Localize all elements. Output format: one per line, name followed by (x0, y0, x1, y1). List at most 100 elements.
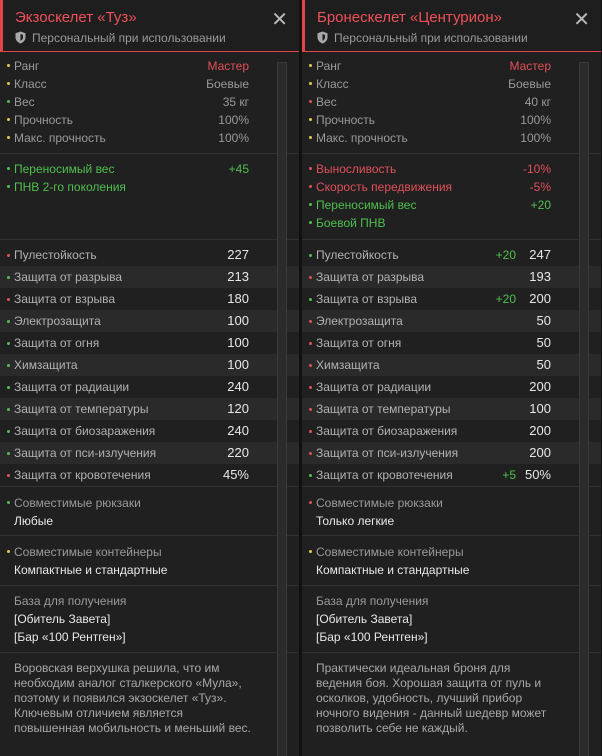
subtitle-text: Персональный при использовании (334, 31, 528, 45)
bullet-dot (7, 136, 10, 139)
info-section: Ранг Мастер Класс Боевые Вес 40 кг Прочность 10… (302, 52, 601, 154)
stat-label: Защита от разрыва (14, 270, 123, 284)
info-label: Макс. прочность (316, 131, 408, 145)
bullet-dot (309, 82, 312, 85)
base-location[interactable]: [Бар «100 Рентген»] (14, 630, 126, 644)
stat-row: Защита от огня 50 (302, 332, 601, 354)
stat-row: Пулестойкость 227 (0, 244, 299, 266)
stat-value: 45% (222, 467, 249, 482)
bullet-dot (7, 100, 10, 103)
card-body[interactable]: Ранг Мастер Класс Боевые Вес 35 кг Прочность 10… (0, 52, 299, 756)
stat-value: 220 (227, 445, 249, 460)
stat-value: 240 (227, 379, 249, 394)
description-section: Практически идеальная броня для ведения … (302, 653, 601, 736)
info-value: 40 кг (524, 95, 551, 109)
bullet-dot (7, 430, 10, 433)
base-label: База для получения (316, 594, 429, 608)
bullet-dot (309, 474, 312, 477)
base-location[interactable]: [Бар «100 Рентген»] (316, 630, 428, 644)
bullet-dot (309, 550, 312, 553)
info-label: Ранг (14, 59, 40, 73)
info-value: Мастер (207, 59, 249, 73)
info-value: 100% (520, 113, 551, 127)
bullet-dot (309, 408, 312, 411)
scrollbar[interactable] (277, 62, 287, 756)
stat-value: 193 (529, 269, 551, 284)
bullet-dot (7, 64, 10, 67)
containers-label: Совместимые контейнеры (14, 545, 162, 559)
item-subtitle: Персональный при использовании (317, 31, 528, 45)
info-value: Боевые (206, 77, 249, 91)
stat-row: Защита от радиации 240 (0, 376, 299, 398)
modifiers-section: Переносимый вес +45 ПНВ 2-го поколения (0, 154, 299, 240)
bullet-dot (309, 298, 312, 301)
stat-label: Защита от кровотечения (316, 468, 453, 482)
item-card-right: Бронескелет «Центурион» ✕ Персональный п… (302, 0, 601, 756)
base-location[interactable]: [Обитель Завета] (316, 612, 413, 626)
stat-value: 50 (536, 335, 551, 350)
info-value: 100% (218, 131, 249, 145)
stat-value: 100 (227, 357, 249, 372)
info-row: Макс. прочность 100% (0, 129, 299, 147)
modifier-label: Боевой ПНВ (316, 216, 386, 230)
stat-label: Защита от огня (14, 336, 100, 350)
backpacks-value: Любые (14, 514, 54, 528)
stat-value: 100 (227, 313, 249, 328)
modifier-value: -10% (522, 162, 551, 176)
stat-value: 200 (529, 379, 551, 394)
modifier-value: +20 (530, 198, 551, 212)
stat-value: 240 (227, 423, 249, 438)
stat-label: Защита от биозаражения (316, 424, 458, 438)
stat-row: Защита от кровотечения +5 50% (302, 464, 601, 486)
stat-row: Защита от огня 100 (0, 332, 299, 354)
containers-section: Совместимые контейнеры Компактные и станд… (0, 536, 299, 586)
bullet-dot (309, 452, 312, 455)
info-label: Класс (316, 77, 349, 91)
scrollbar[interactable] (579, 62, 589, 756)
stat-value: 50% (524, 467, 551, 482)
card-header: Бронескелет «Центурион» ✕ Персональный п… (302, 0, 601, 52)
modifier-row: ПНВ 2-го поколения (0, 178, 299, 196)
bullet-dot (7, 167, 10, 170)
bullet-dot (309, 320, 312, 323)
stat-label: Электрозащита (14, 314, 101, 328)
bullet-dot (7, 342, 10, 345)
containers-label-row: Совместимые контейнеры (302, 543, 601, 561)
info-label: Ранг (316, 59, 342, 73)
stat-label: Химзащита (14, 358, 78, 372)
close-icon[interactable]: ✕ (573, 7, 590, 31)
stat-value: 50 (536, 313, 551, 328)
modifier-row: Выносливость -10% (302, 160, 601, 178)
info-row: Вес 35 кг (0, 93, 299, 111)
info-label: Вес (316, 95, 337, 109)
bullet-dot (7, 452, 10, 455)
modifiers-section: Выносливость -10% Скорость передвижения -5%… (302, 154, 601, 240)
stats-section: Пулестойкость 227 Защита от разрыва 213 Защи… (0, 240, 299, 487)
base-label: База для получения (14, 594, 127, 608)
modifier-label: ПНВ 2-го поколения (14, 180, 126, 194)
card-body[interactable]: Ранг Мастер Класс Боевые Вес 40 кг Прочность 10… (302, 52, 601, 756)
stat-value: 200 (529, 291, 551, 306)
info-row: Прочность 100% (302, 111, 601, 129)
stat-value: 100 (227, 335, 249, 350)
info-label: Вес (14, 95, 35, 109)
modifier-row: Скорость передвижения -5% (302, 178, 601, 196)
stat-label: Защита от кровотечения (14, 468, 151, 482)
modifier-row: Переносимый вес +45 (0, 160, 299, 178)
stat-row: Химзащита 50 (302, 354, 601, 376)
bullet-dot (7, 185, 10, 188)
base-section: База для получения [Обитель Завета] [Бар «… (0, 586, 299, 653)
stat-row: Защита от взрыва +20 200 (302, 288, 601, 310)
stat-row: Защита от температуры 100 (302, 398, 601, 420)
base-location[interactable]: [Обитель Завета] (14, 612, 111, 626)
info-row: Класс Боевые (302, 75, 601, 93)
bullet-dot (309, 118, 312, 121)
modifier-label: Выносливость (316, 162, 397, 176)
backpacks-label: Совместимые рюкзаки (316, 496, 443, 510)
info-label: Макс. прочность (14, 131, 106, 145)
item-subtitle: Персональный при использовании (15, 31, 226, 45)
stat-row: Электрозащита 50 (302, 310, 601, 332)
close-icon[interactable]: ✕ (271, 7, 288, 31)
info-row: Класс Боевые (0, 75, 299, 93)
info-label: Прочность (316, 113, 376, 127)
